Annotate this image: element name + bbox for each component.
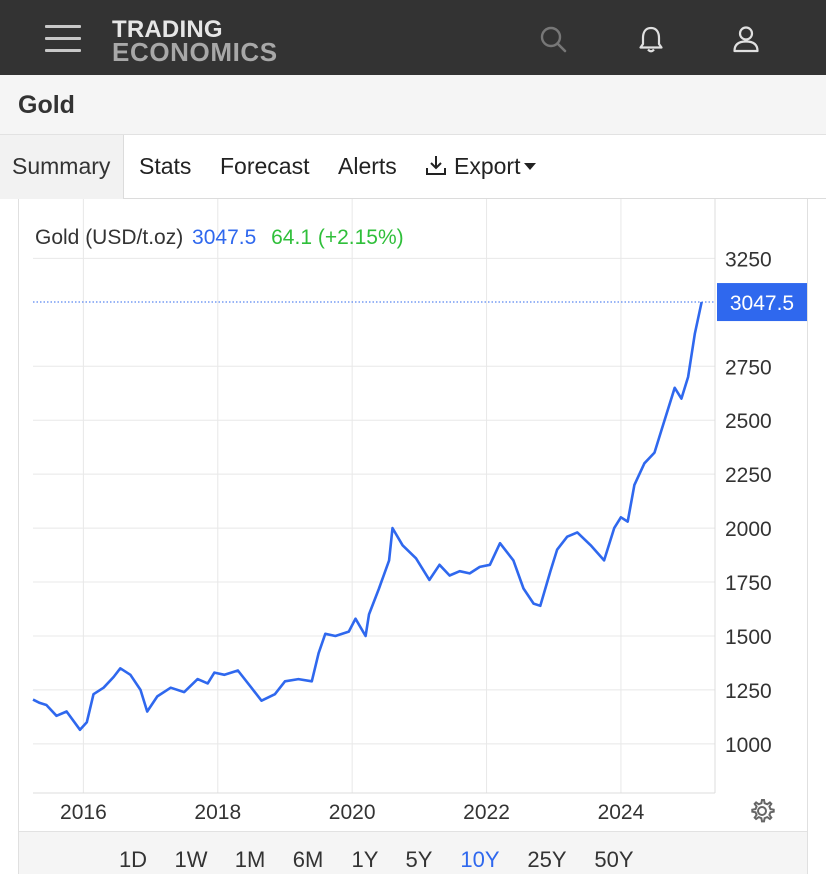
y-tick-label: 1500 [725,626,772,649]
y-tick-label: 2750 [725,356,772,379]
legend-series-name: Gold (USD/t.oz) [35,226,184,249]
legend-change: 64.1 (+2.15%) [271,226,404,249]
page-title: Gold [18,91,75,119]
tab-alerts[interactable]: Alerts [338,135,397,199]
x-tick-label: 2018 [194,801,241,824]
y-tick-label: 2500 [725,410,772,433]
range-button-1m[interactable]: 1M [234,847,266,872]
range-button-1d[interactable]: 1D [118,847,148,872]
x-tick-label: 2016 [60,801,107,824]
chart-panel: 1000 1250 1500 1750 2000 2250 2500 2750 3250 2016… [18,199,808,874]
tab-export-label: Export [454,153,521,179]
tab-summary[interactable]: Summary [0,135,124,199]
range-button-5y[interactable]: 5Y [405,847,433,872]
gear-icon[interactable] [748,797,776,825]
range-selector: 1D 1W 1M 6M 1Y 5Y 10Y 25Y 50Y [19,831,807,874]
search-icon[interactable] [538,24,568,54]
menu-icon[interactable] [45,25,81,53]
y-tick-label: 1000 [725,734,772,757]
x-tick-label: 2020 [329,801,376,824]
chevron-down-icon [524,163,537,170]
price-chart[interactable]: 1000 1250 1500 1750 2000 2250 2500 2750 3250 2016… [19,199,807,831]
last-value-tag-label: 3047.5 [730,292,794,315]
tab-forecast[interactable]: Forecast [220,135,309,199]
range-button-50y[interactable]: 50Y [594,847,634,872]
download-icon [424,138,448,200]
tab-bar: Summary Stats Forecast Alerts Export [0,135,826,199]
y-tick-label: 1250 [725,680,772,703]
logo[interactable]: TRADING ECONOMICS [112,16,278,67]
tab-stats-label: Stats [139,153,192,179]
tab-stats[interactable]: Stats [139,135,191,199]
user-icon[interactable] [731,24,761,54]
chart-legend: Gold (USD/t.oz) 3047.5 64.1 (+2.15%) [35,226,404,250]
last-value-tag [717,283,807,322]
tab-forecast-label: Forecast [220,153,310,179]
y-tick-label: 2250 [725,464,772,487]
x-tick-label: 2024 [598,801,645,824]
range-button-10y[interactable]: 10Y [460,847,500,872]
title-bar: Gold [0,75,826,135]
x-tick-label: 2022 [463,801,510,824]
legend-last-value: 3047.5 [192,226,257,249]
logo-line1: TRADING [112,16,223,43]
y-tick-label: 1750 [725,572,772,595]
y-tick-label: 2000 [725,518,772,541]
range-button-6m[interactable]: 6M [292,847,324,872]
tab-summary-label: Summary [12,153,111,179]
range-button-1w[interactable]: 1W [174,847,208,872]
range-button-25y[interactable]: 25Y [527,847,567,872]
y-tick-label: 3250 [725,248,772,271]
bell-icon[interactable] [636,24,666,54]
range-button-1y[interactable]: 1Y [351,847,379,872]
tab-export[interactable]: Export [424,135,537,200]
tab-alerts-label: Alerts [338,153,397,179]
top-bar: TRADING ECONOMICS [0,0,826,75]
series-line-gold [32,301,703,732]
logo-line2: ECONOMICS [112,37,278,67]
